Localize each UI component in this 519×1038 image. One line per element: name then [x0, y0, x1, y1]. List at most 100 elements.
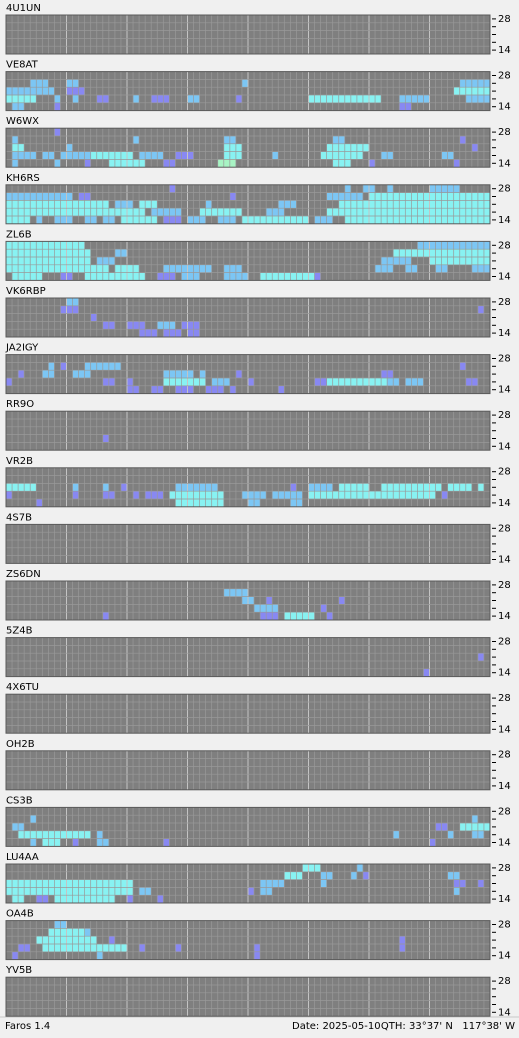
detection-cell — [120, 483, 127, 492]
detection-cell — [241, 79, 248, 88]
date: Date: 2025-05-10 — [292, 1021, 381, 1032]
detection-cell — [163, 378, 206, 386]
detection-cell — [157, 321, 176, 330]
detection-cell — [241, 216, 309, 224]
station-name: ZS6DN — [6, 569, 41, 580]
band-label: 28 — [498, 580, 511, 591]
detection-cell — [18, 830, 37, 839]
station-panel: 4U1UN 14 28 — [5, 3, 511, 56]
station-name: VE8AT — [6, 60, 39, 71]
detection-cell — [326, 143, 369, 152]
detection-cell — [12, 136, 19, 144]
station-name: VR2B — [6, 456, 33, 467]
detection-cell — [42, 838, 61, 847]
detection-cell — [320, 151, 363, 160]
station-name: ZL6B — [6, 229, 32, 240]
qth: QTH: 33°37' N 117°38' W — [381, 1021, 515, 1032]
detection-cell — [229, 385, 236, 394]
band-label: 14 — [498, 1007, 511, 1018]
grid-border — [5, 920, 491, 961]
band-label: 28 — [498, 750, 511, 761]
detection-cell — [338, 596, 345, 605]
station-name: VK6RBP — [6, 286, 46, 297]
band-label: 14 — [498, 668, 511, 679]
app-version: Faros 1.4 — [5, 1021, 50, 1032]
detection-cell — [260, 612, 279, 620]
detection-cell — [223, 151, 242, 160]
detection-cell — [54, 128, 61, 136]
detection-cell — [139, 329, 158, 337]
detection-cell — [169, 184, 176, 193]
detection-cell — [453, 887, 460, 896]
detection-cell — [163, 329, 182, 337]
detection-cell — [163, 370, 194, 378]
detection-cell — [332, 159, 351, 168]
detection-cell — [6, 483, 37, 492]
station-panel: KH6RS 14 28 — [5, 173, 511, 226]
detection-cell — [453, 159, 460, 168]
detection-cell — [356, 864, 363, 872]
detection-cell — [133, 491, 140, 499]
detection-cell — [375, 264, 394, 273]
detection-cell — [54, 159, 61, 168]
station-panel: W6WX 14 28 — [5, 116, 511, 169]
detection-cell — [72, 95, 79, 103]
detection-cell — [429, 838, 436, 847]
station-name: W6WX — [6, 116, 39, 127]
detection-cell — [6, 264, 109, 273]
detection-cell — [157, 272, 176, 281]
detection-cell — [181, 321, 200, 330]
detection-cell — [223, 143, 242, 152]
station-panel: CS3B 14 28 — [5, 795, 511, 849]
station-name: 5Z4B — [6, 626, 33, 637]
detection-cell — [6, 491, 13, 499]
band-label: 28 — [498, 806, 511, 817]
grid-border — [5, 184, 491, 225]
station-name: LU4AA — [6, 852, 39, 863]
detection-cell — [217, 159, 236, 168]
band-label: 28 — [498, 354, 511, 365]
band-label: 14 — [498, 215, 511, 226]
detection-cell — [90, 151, 134, 160]
station-panel: LU4AA 14 28 — [5, 852, 511, 905]
detection-cell — [266, 596, 273, 605]
detection-cell — [157, 895, 164, 903]
grid-border — [5, 14, 491, 55]
band-label: 14 — [498, 724, 511, 735]
detection-cell — [326, 208, 490, 216]
detection-cell — [477, 879, 484, 888]
detection-cell — [54, 95, 61, 103]
detection-cell — [96, 830, 103, 839]
detection-cell — [254, 951, 261, 960]
detection-cell — [393, 830, 400, 839]
detection-cell — [127, 321, 146, 330]
detection-cell — [320, 879, 327, 888]
detection-cell — [6, 192, 73, 201]
detection-cell — [6, 200, 109, 209]
detection-cell — [72, 370, 91, 378]
station-name: OA4B — [6, 909, 34, 920]
detection-cell — [163, 838, 170, 847]
detection-cell — [387, 184, 394, 193]
grid-border — [5, 410, 491, 451]
detection-cell — [6, 208, 146, 216]
band-label: 14 — [498, 441, 511, 452]
detection-cell — [338, 200, 490, 209]
station-name: JA2IGY — [5, 343, 39, 354]
detection-cell — [84, 928, 91, 937]
grid-border — [5, 523, 491, 564]
grid-border — [5, 637, 491, 678]
detection-cell — [199, 208, 242, 216]
detection-cell — [447, 830, 454, 839]
detection-cell — [459, 823, 490, 831]
detection-cell — [399, 936, 406, 944]
band-label: 14 — [498, 385, 511, 396]
band-label: 28 — [498, 976, 511, 987]
detection-cell — [217, 216, 236, 224]
band-label: 28 — [498, 184, 511, 195]
detection-cell — [248, 378, 255, 386]
grid-border — [5, 693, 491, 734]
detection-cell — [175, 944, 182, 952]
detection-cell — [54, 216, 73, 224]
